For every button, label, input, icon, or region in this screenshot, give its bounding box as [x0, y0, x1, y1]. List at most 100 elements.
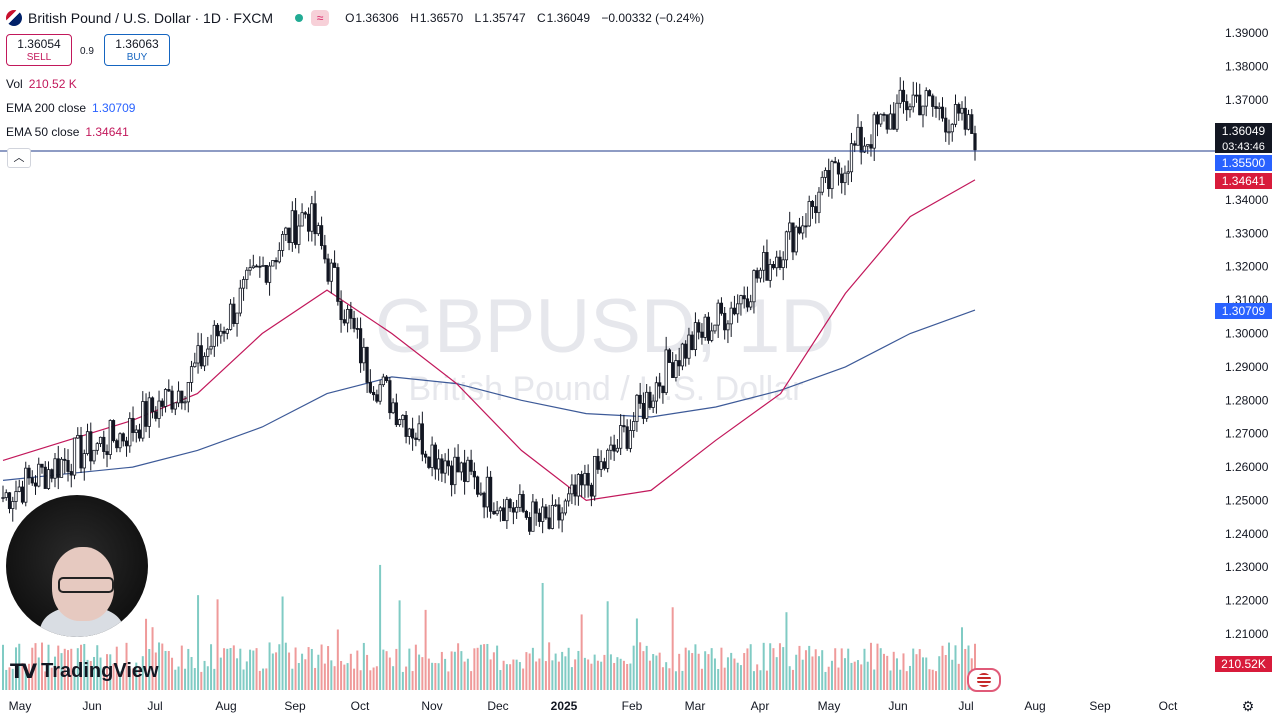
- candle-body: [674, 360, 678, 378]
- volume-bar: [964, 648, 967, 690]
- volume-bar: [444, 658, 447, 690]
- volume-bar: [619, 658, 622, 690]
- volume-bar: [570, 667, 573, 690]
- volume-bar: [921, 657, 924, 690]
- candle-body: [79, 434, 83, 469]
- candle-body: [371, 391, 376, 396]
- y-tick-label: 1.33000: [1225, 226, 1269, 240]
- ema50-value: 1.34641: [85, 125, 129, 139]
- candle-body: [118, 433, 122, 449]
- candle-body: [901, 89, 906, 102]
- candle-body: [102, 436, 106, 452]
- volume-bar: [177, 666, 180, 690]
- candles: [1, 77, 977, 535]
- candle-body: [862, 145, 867, 153]
- x-tick-label: May: [818, 699, 841, 713]
- volume-bar: [473, 648, 476, 690]
- candle-body: [342, 319, 346, 324]
- volume-bar: [154, 652, 157, 690]
- volume-bar: [931, 669, 934, 690]
- volume-bar: [626, 664, 629, 690]
- x-tick-label: Aug: [215, 699, 236, 713]
- candle-body: [612, 444, 616, 452]
- buy-button[interactable]: 1.36063 BUY: [104, 34, 170, 66]
- volume-bar: [356, 650, 359, 690]
- ema50-price-label: 1.34641: [1215, 173, 1272, 189]
- y-tick-label: 1.37000: [1225, 93, 1269, 107]
- volume-bar: [54, 656, 57, 690]
- candle-body: [677, 360, 681, 367]
- symbol-title[interactable]: British Pound / U.S. Dollar · 1D · FXCM: [28, 10, 274, 26]
- waves-icon[interactable]: ≈: [311, 10, 330, 26]
- volume-bar: [317, 654, 320, 690]
- candle-body: [186, 382, 190, 403]
- volume-bar: [492, 652, 495, 690]
- candle-body: [157, 400, 161, 419]
- candle-body: [176, 390, 181, 404]
- collapse-legend-chevron-up-icon[interactable]: ︿: [7, 148, 31, 168]
- candle-body: [173, 402, 177, 410]
- candle-body: [599, 461, 603, 470]
- volume-bar: [2, 644, 4, 690]
- tradingview-logo[interactable]: 𝗧𝗩 TradingView: [10, 659, 159, 684]
- volume-bar: [125, 642, 128, 690]
- volume-label: Vol: [6, 77, 23, 91]
- candle-body: [228, 303, 233, 330]
- candle-body: [924, 90, 928, 107]
- volume-bar: [437, 663, 440, 690]
- buy-label: BUY: [126, 52, 148, 63]
- candle-body: [619, 425, 623, 449]
- volume-bar: [827, 666, 830, 690]
- volume-bar: [918, 649, 921, 690]
- volume-bar: [80, 644, 83, 690]
- y-tick-label: 1.26000: [1225, 460, 1269, 474]
- volume-bar: [580, 614, 583, 690]
- candle-body: [206, 348, 210, 357]
- volume-bar: [707, 654, 710, 690]
- volume-bar: [232, 645, 235, 690]
- candle-body: [752, 270, 756, 303]
- candle-body: [332, 262, 337, 268]
- candle-body: [235, 312, 239, 325]
- candle-body: [420, 423, 424, 455]
- candle-body: [547, 517, 551, 529]
- volume-bar: [548, 642, 551, 690]
- volume-bar: [749, 644, 752, 690]
- volume-bar: [915, 654, 918, 690]
- candle-body: [251, 265, 255, 269]
- ema50-legend[interactable]: EMA 50 close 1.34641: [6, 125, 129, 139]
- gear-icon[interactable]: ⚙: [1241, 698, 1255, 714]
- candle-body: [53, 458, 57, 479]
- low-value: 1.35747: [482, 11, 526, 25]
- candle-body: [810, 201, 815, 207]
- y-tick-label: 1.22000: [1225, 594, 1269, 608]
- ema200-legend[interactable]: EMA 200 close 1.30709: [6, 101, 135, 115]
- candle-body: [914, 94, 919, 97]
- candle-body: [736, 303, 740, 315]
- x-tick-label: Mar: [685, 699, 706, 713]
- volume-bar: [912, 648, 915, 690]
- us-flag-icon[interactable]: [967, 668, 1001, 692]
- candle-body: [485, 476, 489, 508]
- volume-bar: [834, 648, 837, 690]
- volume-bar: [772, 648, 775, 690]
- volume-bar: [210, 644, 213, 690]
- volume-bar: [574, 659, 577, 690]
- candle-body: [33, 482, 38, 487]
- candle-body: [446, 460, 450, 467]
- candle-body: [521, 494, 525, 512]
- volume-legend[interactable]: Vol 210.52 K: [6, 77, 77, 91]
- volume-bar: [603, 654, 606, 690]
- volume-bar: [99, 657, 102, 690]
- volume-bar: [567, 647, 570, 690]
- candle-body: [703, 316, 707, 338]
- candle-body: [911, 94, 915, 108]
- candle-body: [134, 429, 138, 433]
- volume-bar: [421, 657, 424, 690]
- candle-body: [658, 382, 662, 387]
- sell-button[interactable]: 1.36054 SELL: [6, 34, 72, 66]
- volume-bar: [161, 643, 164, 690]
- volume-bar: [840, 648, 843, 690]
- candle-body: [124, 440, 129, 447]
